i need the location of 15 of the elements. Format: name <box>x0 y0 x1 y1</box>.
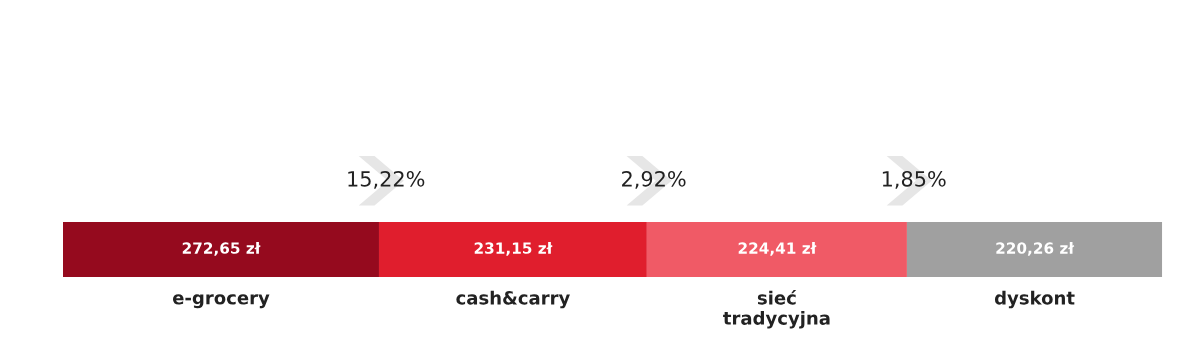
bar <box>646 221 907 277</box>
data-label: 220,26 zł <box>996 242 1075 256</box>
series-label: e-grocery <box>172 294 270 309</box>
data-label: 272,65 zł <box>182 242 261 256</box>
bar <box>378 221 647 277</box>
data-label: 231,15 zł <box>474 242 553 256</box>
series-label: dyskont <box>994 290 1075 309</box>
bar <box>63 221 379 277</box>
series-label: sieć tradycyjna <box>723 289 830 329</box>
series-label: cash&carry <box>456 290 570 309</box>
bar <box>906 221 1163 277</box>
text: 1,85% <box>882 170 946 189</box>
text: 15,22% <box>348 170 425 189</box>
text: 2,92% <box>622 170 686 189</box>
data-label: 224,41 zł <box>738 242 817 256</box>
